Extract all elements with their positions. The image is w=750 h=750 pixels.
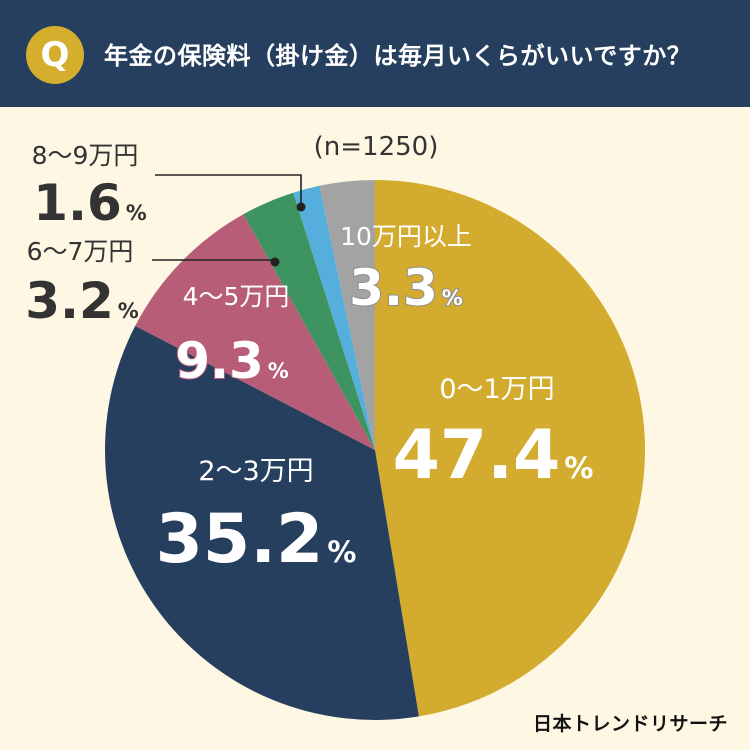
slice-value-1: 47.4%	[393, 416, 594, 495]
slice-label-2: 2〜3万円	[198, 456, 313, 487]
question-text: 年金の保険料（掛け金）は毎月いくらがいいですか？	[104, 42, 692, 70]
sample-size-note: (n=1250)	[314, 132, 439, 162]
pie-slice-1	[375, 180, 646, 717]
slice-label-6: 10万円以上	[340, 222, 472, 251]
slice-value-2: 35.2%	[156, 500, 357, 579]
pie-slice-4	[243, 192, 375, 450]
slice-label-1: 0〜1万円	[439, 374, 554, 405]
slice-label-4: 6〜7万円	[27, 237, 134, 266]
slice-value-5: 1.6%	[33, 174, 147, 232]
slice-value-6: 3.3%	[349, 259, 463, 317]
slice-value-4: 3.2%	[25, 272, 139, 330]
slice-label-5: 8〜9万円	[32, 141, 139, 170]
brand-logo-text: 日本トレンドリサーチ	[532, 713, 728, 735]
pie-slice-2	[104, 325, 419, 721]
pie-slice-5	[293, 185, 375, 450]
leader-dot-4	[270, 257, 280, 267]
slice-value-3: 9.3%	[175, 332, 289, 390]
question-header: Q 年金の保険料（掛け金）は毎月いくらがいいですか？	[0, 0, 750, 107]
q-badge: Q	[26, 26, 84, 84]
pie-slice-6	[319, 180, 375, 450]
pie-slice-3	[135, 214, 375, 450]
leader-dot-5	[296, 202, 306, 212]
slice-label-3: 4〜5万円	[183, 282, 290, 311]
leader-line-5	[155, 174, 302, 207]
